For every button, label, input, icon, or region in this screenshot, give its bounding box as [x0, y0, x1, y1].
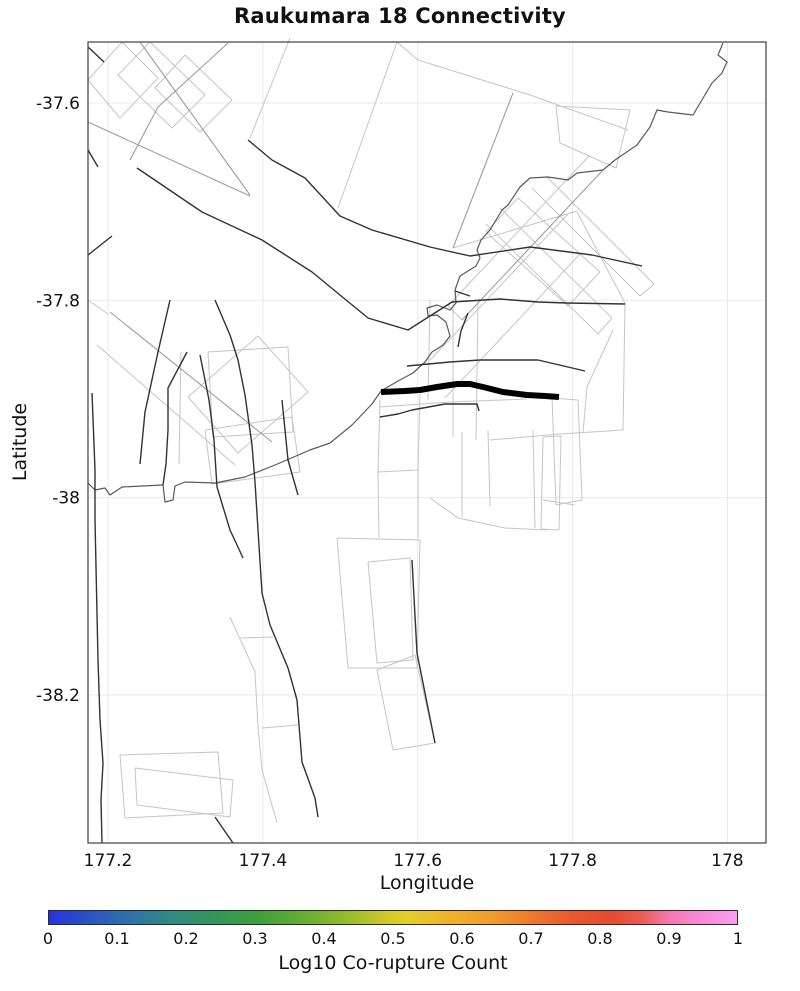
- fault-trace: [199, 354, 244, 559]
- rupture-outline: [336, 537, 421, 669]
- rupture-outline: [444, 253, 581, 399]
- colorbar-tick-label: 0.2: [173, 929, 199, 948]
- rupture-outline: [239, 636, 274, 639]
- rupture-outline: [475, 299, 479, 441]
- colorbar-tick-label: 0: [42, 929, 54, 948]
- rupture-outline: [447, 305, 463, 321]
- plot-frame: [87, 41, 767, 844]
- colorbar-tick-label: 0.5: [380, 929, 406, 948]
- colorbar-tick-label: 0.8: [587, 929, 613, 948]
- rupture-outline: [379, 398, 528, 408]
- rupture-outline: [154, 54, 233, 133]
- rupture-outline: [485, 197, 601, 307]
- rupture-outline: [377, 399, 381, 539]
- map-plot: 177.2 177.4 177.6 177.8 178 -37.6 -37.8 -38 -38.…: [36, 37, 767, 871]
- rupture-outline: [452, 92, 514, 249]
- y-axis-title: Latitude: [9, 402, 31, 482]
- x-tick-label: 177.4: [239, 851, 288, 871]
- rupture-outline: [417, 393, 421, 538]
- coastline: [87, 42, 728, 503]
- fault-trace: [87, 149, 99, 168]
- rupture-outline: [229, 616, 278, 824]
- fault-trace: [457, 312, 469, 348]
- rupture-outline: [96, 344, 236, 466]
- rupture-outline: [134, 767, 234, 818]
- rupture-outline: [452, 210, 578, 249]
- fault-trace: [87, 235, 113, 256]
- rupture-outline: [337, 41, 398, 209]
- rupture-outline: [117, 41, 206, 129]
- fault-trace: [281, 399, 299, 496]
- fault-trace: [139, 299, 171, 465]
- rupture-outline: [531, 187, 641, 297]
- colorbar-tick-label: 0.1: [104, 929, 130, 948]
- fault-trace: [87, 46, 105, 63]
- rupture-outline: [187, 335, 309, 454]
- rupture-outline: [639, 283, 655, 297]
- fault-trace: [214, 816, 234, 844]
- fault-trace: [247, 139, 643, 267]
- rupture-outline: [87, 299, 109, 315]
- rupture-outline: [87, 41, 159, 119]
- colorbar-tick-label: 0.3: [242, 929, 268, 948]
- fault-trace: [136, 167, 626, 331]
- colorbar-gradient: [48, 910, 738, 925]
- rupture-outline: [540, 435, 562, 531]
- colorbar-tick-label: 0.4: [311, 929, 337, 948]
- rupture-outline: [367, 557, 414, 664]
- rupture-outline: [489, 211, 626, 441]
- x-tick-label: 177.6: [393, 851, 442, 871]
- rupture-outline: [555, 105, 631, 169]
- colorbar-title: Log10 Co-rupture Count: [278, 952, 508, 974]
- fault-trace: [162, 351, 188, 486]
- rupture-outline: [129, 42, 229, 161]
- y-tick-label: -38.2: [36, 686, 80, 706]
- x-tick-label: 177.2: [84, 851, 133, 871]
- colorbar-tick-label: 0.6: [449, 929, 475, 948]
- rupture-outline: [207, 346, 294, 438]
- x-tick-label: 178: [711, 851, 743, 871]
- rupture-outline: [87, 121, 251, 197]
- highlighted-fault-trace: [380, 381, 560, 400]
- rupture-outline: [396, 41, 629, 131]
- rupture-outline: [178, 351, 182, 465]
- rupture-outline: [485, 223, 599, 335]
- rupture-outline: [499, 207, 613, 319]
- fault-trace: [454, 290, 471, 297]
- rupture-outline: [532, 429, 536, 529]
- rupture-outline: [487, 429, 491, 507]
- rupture-outline: [545, 175, 655, 285]
- x-axis-title: Longitude: [379, 872, 475, 894]
- rupture-outline: [582, 329, 614, 434]
- fault-trace: [214, 299, 319, 818]
- rupture-outline: [204, 416, 301, 485]
- y-tick-label: -38: [52, 489, 80, 509]
- rupture-outline: [249, 37, 291, 139]
- rupture-outline: [551, 397, 583, 506]
- colorbar-tick-label: 1: [732, 929, 744, 948]
- colorbar-tick-label: 0.9: [656, 929, 682, 948]
- rupture-outline: [429, 497, 548, 531]
- rupture-outline: [377, 469, 419, 473]
- chart-title: Raukumara 18 Connectivity: [234, 4, 566, 28]
- rupture-outline: [119, 751, 224, 819]
- fault-trace: [91, 392, 104, 844]
- rupture-outline: [542, 499, 576, 506]
- x-tick-label: 177.8: [548, 851, 597, 871]
- y-tick-label: -37.6: [36, 94, 80, 114]
- rupture-outline: [109, 311, 273, 443]
- colorbar-tick-label: 0.7: [518, 929, 544, 948]
- fault-trace: [411, 559, 436, 744]
- rupture-outline: [139, 41, 251, 196]
- rupture-outline: [461, 169, 604, 321]
- fault-trace: [406, 359, 586, 372]
- rupture-outline: [261, 724, 299, 729]
- y-tick-label: -37.8: [36, 291, 80, 311]
- fault-trace: [379, 403, 480, 418]
- rupture-outline: [447, 155, 590, 307]
- rupture-outline: [597, 317, 613, 335]
